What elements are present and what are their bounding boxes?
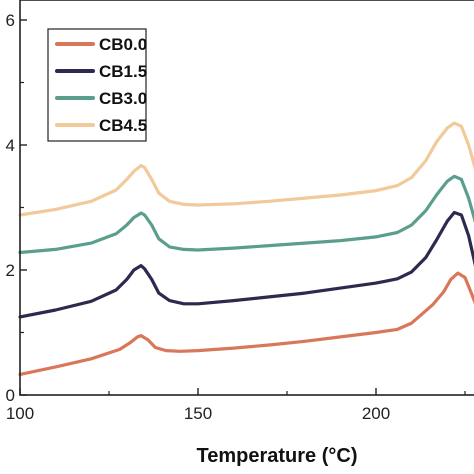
series-line-cb1-5 (18, 210, 474, 319)
legend-label: CB1.5 (99, 62, 147, 81)
x-tick-label: 150 (184, 404, 212, 423)
series-line-cb3-0 (18, 174, 474, 255)
y-tick-label: 6 (6, 11, 15, 30)
y-tick-label: 0 (6, 386, 15, 405)
legend-box (47, 28, 147, 142)
y-tick-label: 2 (6, 261, 15, 280)
legend-label: CB3.0 (99, 89, 147, 108)
x-axis-title: Temperature (°C) (197, 445, 358, 467)
series-line-cb0-0 (18, 271, 474, 376)
legend: CB0.0 CB1.5 CB3.0 CB4.5 (47, 28, 147, 142)
series-layer (18, 121, 474, 376)
y-tick-label: 4 (6, 136, 15, 155)
axis-ticks: 100 150 200 0 2 4 6 (6, 11, 466, 423)
legend-label: CB0.0 (99, 35, 147, 54)
legend-label: CB4.5 (99, 116, 147, 135)
series-line-cb4-5 (18, 121, 474, 217)
x-tick-label: 200 (362, 404, 390, 423)
x-tick-label: 100 (6, 404, 34, 423)
plot-frame (19, 0, 474, 396)
